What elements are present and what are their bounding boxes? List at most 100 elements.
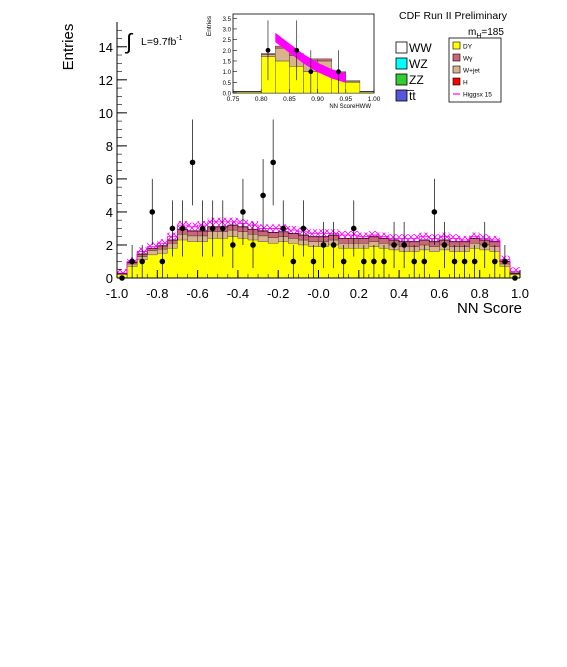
mass-label: mH=185 — [468, 27, 504, 40]
uncertainty-band-bin — [358, 232, 369, 239]
legend-label: ZZ — [409, 73, 424, 87]
legend: WW WZ ZZ t̅t DY Wγ W+jet H Higgsx 15 — [392, 37, 502, 105]
legend-label: t̅t — [407, 89, 417, 103]
inset-y-tick-label: 0.5 — [223, 81, 232, 87]
inset-x-tick-label: 1.00 — [368, 96, 381, 103]
data-point — [240, 209, 246, 215]
stack-bar — [348, 248, 359, 278]
y-tick-label: 12 — [99, 73, 113, 88]
x-tick-label: 0.6 — [430, 286, 448, 301]
inset-y-tick-label: 2.5 — [223, 38, 232, 44]
data-point — [300, 225, 307, 232]
mass-label-main: m — [468, 27, 476, 38]
legend-label: Wγ — [463, 56, 473, 63]
inset-data-point — [265, 47, 271, 53]
uncertainty-band-bin — [227, 217, 238, 226]
inset-y-tick-label: 3.5 — [223, 17, 232, 23]
data-point — [149, 209, 156, 215]
uncertainty-band-bin — [157, 239, 168, 246]
signal-line — [117, 221, 520, 274]
mass-label-sub: H — [476, 33, 481, 40]
legend-label: WZ — [409, 57, 428, 71]
data-point — [502, 258, 508, 265]
y-tick-label: 2 — [106, 238, 113, 253]
inset-y-tick-label: 1.0 — [223, 70, 232, 76]
inset-stack-bar — [317, 58, 332, 62]
inset-x-tick-label: 0.80 — [255, 96, 268, 103]
legend-swatch — [452, 41, 461, 50]
stack-bar — [217, 238, 228, 278]
stack-bar — [267, 237, 279, 244]
legend-swatch — [395, 41, 408, 54]
stack-bar — [207, 238, 218, 278]
lumi-label: L=9.7fb-1 — [141, 35, 183, 48]
y-tick-label: 14 — [99, 40, 113, 55]
lumi-label-exp: -1 — [176, 35, 182, 42]
inset-y-tick-label: 3.0 — [223, 27, 232, 33]
stack-bar — [429, 246, 440, 252]
data-point — [330, 242, 337, 248]
data-point — [320, 242, 327, 248]
stack-bar — [187, 230, 198, 237]
x-tick-label: -0.2 — [267, 286, 289, 301]
stack-bar — [429, 251, 440, 278]
stack-bar — [167, 248, 178, 278]
stack-bar — [308, 236, 319, 242]
stack-bar — [378, 238, 390, 244]
stack-bar — [257, 235, 269, 242]
data-point — [492, 258, 498, 265]
stack-bar — [419, 239, 430, 246]
inset-x-tick-label: 0.90 — [311, 96, 324, 103]
y-tick-label: 0 — [106, 271, 113, 286]
data-point — [401, 242, 407, 248]
legend-swatch — [395, 73, 408, 86]
y-tick-label: 10 — [99, 106, 113, 121]
stack-bar — [147, 254, 158, 278]
legend-swatch — [395, 89, 408, 102]
uncertainty-band-bin — [308, 229, 319, 237]
inset-plot: 0.75 0.80 0.85 0.90 0.95 1.00 0.0 0.5 1.0 1.5 2.0 2… — [206, 13, 381, 110]
x-tick-label: -1.0 — [106, 286, 128, 301]
data-point — [199, 225, 206, 232]
inset-stack-bar — [345, 82, 361, 94]
uncertainty-band-bin — [469, 232, 480, 239]
uncertainty-band-bin — [378, 232, 390, 239]
inset-y-tick-label: 0.0 — [223, 92, 232, 98]
data-point — [270, 159, 276, 166]
inset-data-point — [294, 47, 300, 53]
data-point — [421, 258, 428, 265]
inset-x-tick-label: 0.75 — [227, 96, 240, 103]
mass-label-value: =185 — [481, 27, 504, 38]
data-point — [461, 258, 468, 265]
inset-stack-bar — [345, 80, 361, 82]
x-tick-label: 0.2 — [350, 286, 368, 301]
stack-bar — [267, 232, 279, 238]
stack-bar — [187, 235, 198, 242]
legend-label: H — [463, 80, 468, 87]
uncertainty-band-bin — [338, 230, 349, 239]
uncertainty-band-bin — [449, 234, 460, 242]
stack-bar — [237, 238, 248, 278]
data-point — [250, 242, 256, 248]
data-point — [340, 258, 347, 265]
stack-bar — [368, 236, 380, 242]
data-point — [481, 242, 488, 248]
legend-swatch — [452, 65, 461, 74]
main-plot: -1.0 -0.8 -0.6 -0.4 -0.2 -0.0 0.2 0.4 0.6 0.8 1.00… — [99, 22, 529, 301]
y-tick-label: 4 — [106, 205, 113, 220]
y-axis-label: Entries — [60, 24, 77, 71]
uncertainty-band-bin — [419, 232, 430, 241]
uncertainty-band-bin — [147, 242, 158, 249]
data-point — [350, 225, 357, 232]
x-tick-label: -0.8 — [146, 286, 168, 301]
uncertainty-band-bin — [409, 234, 420, 242]
data-point — [139, 258, 145, 265]
inset-stack-bar — [275, 60, 290, 94]
inset-y-tick-label: 1.5 — [223, 59, 232, 65]
legend-swatch — [395, 57, 408, 70]
uncertainty-band-bin — [288, 225, 299, 234]
data-point — [209, 225, 216, 232]
labels: CDF Run II Preliminary Entries NN Score … — [60, 10, 522, 317]
inset-data-point — [308, 69, 314, 75]
